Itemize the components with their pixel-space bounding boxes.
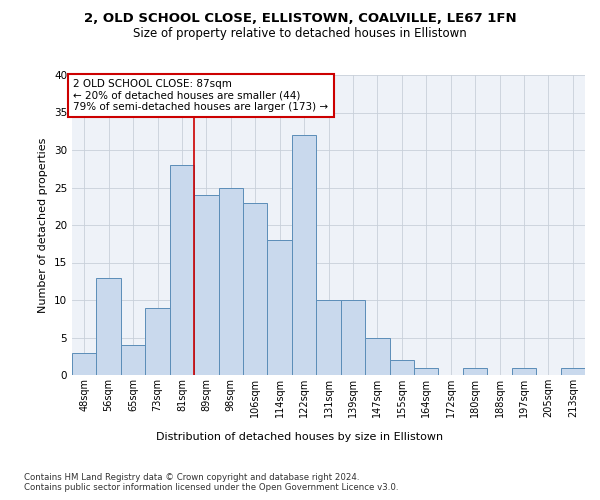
Bar [243, 202, 268, 375]
Bar [121, 345, 145, 375]
Bar [365, 338, 389, 375]
Bar [145, 308, 170, 375]
Bar [389, 360, 414, 375]
Y-axis label: Number of detached properties: Number of detached properties [38, 138, 49, 312]
Text: 2, OLD SCHOOL CLOSE, ELLISTOWN, COALVILLE, LE67 1FN: 2, OLD SCHOOL CLOSE, ELLISTOWN, COALVILL… [83, 12, 517, 26]
Text: Size of property relative to detached houses in Ellistown: Size of property relative to detached ho… [133, 28, 467, 40]
Bar [268, 240, 292, 375]
Bar [316, 300, 341, 375]
Bar [194, 195, 218, 375]
Bar [218, 188, 243, 375]
Text: 2 OLD SCHOOL CLOSE: 87sqm
← 20% of detached houses are smaller (44)
79% of semi-: 2 OLD SCHOOL CLOSE: 87sqm ← 20% of detac… [73, 78, 328, 112]
Bar [512, 368, 536, 375]
Bar [560, 368, 585, 375]
Bar [97, 278, 121, 375]
Bar [414, 368, 439, 375]
Bar [463, 368, 487, 375]
Bar [341, 300, 365, 375]
Bar [292, 135, 316, 375]
Bar [170, 165, 194, 375]
Text: Distribution of detached houses by size in Ellistown: Distribution of detached houses by size … [157, 432, 443, 442]
Text: Contains HM Land Registry data © Crown copyright and database right 2024.
Contai: Contains HM Land Registry data © Crown c… [24, 472, 398, 492]
Bar [72, 352, 97, 375]
